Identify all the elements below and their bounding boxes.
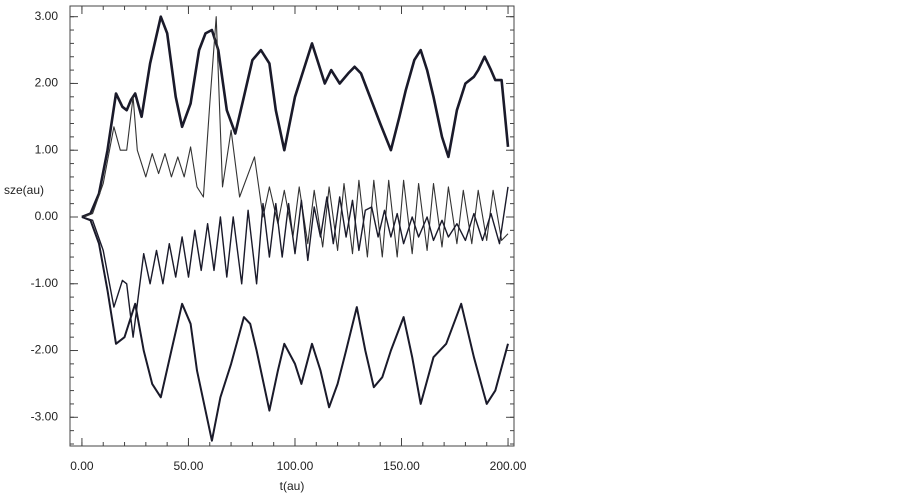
line-series <box>81 15 510 219</box>
line-series <box>81 16 509 258</box>
x-tick-label: 150.00 <box>383 459 420 473</box>
y-tick-label: 0.00 <box>35 209 59 223</box>
y-axis-label: sze(au) <box>4 183 44 197</box>
y-tick-label: -2.00 <box>31 343 59 357</box>
y-tick-label: -1.00 <box>31 276 59 290</box>
y-tick-label: 2.00 <box>35 76 59 90</box>
x-tick-label: 0.00 <box>70 459 94 473</box>
line-series <box>81 186 509 338</box>
y-tick-label: -3.00 <box>31 409 59 423</box>
x-axis-label: t(au) <box>280 479 305 493</box>
x-tick-label: 200.00 <box>490 459 527 473</box>
plot-frame <box>69 5 515 447</box>
line-series <box>81 216 509 442</box>
y-tick-label: 3.00 <box>35 9 59 23</box>
y-tick-label: 1.00 <box>35 142 59 156</box>
x-tick-label: 50.00 <box>173 459 203 473</box>
x-tick-label: 100.00 <box>277 459 314 473</box>
